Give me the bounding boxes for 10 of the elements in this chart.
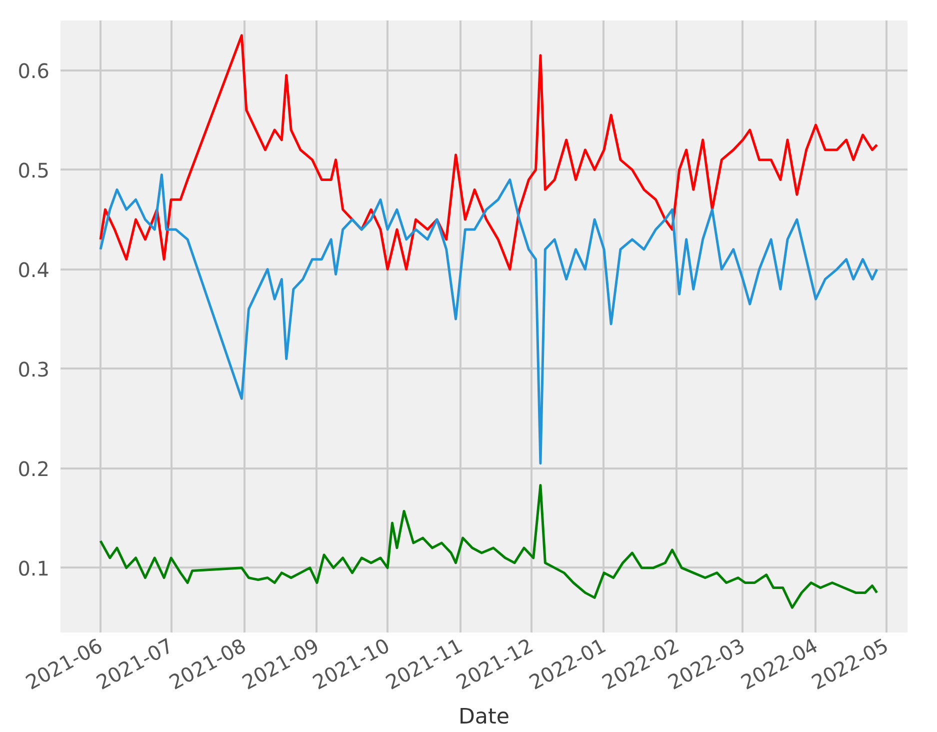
line-series — [99, 484, 878, 609]
x-axis-title: Date — [458, 704, 510, 730]
y-tick-label: 0.5 — [18, 158, 50, 182]
y-tick-label: 0.4 — [18, 258, 50, 282]
line-series — [99, 34, 878, 271]
line-series — [99, 173, 878, 465]
y-tick-label: 0.2 — [18, 456, 50, 481]
y-tick-label: 0.1 — [18, 556, 50, 580]
y-tick-label: 0.6 — [18, 58, 50, 83]
y-tick-label: 0.3 — [18, 357, 50, 382]
